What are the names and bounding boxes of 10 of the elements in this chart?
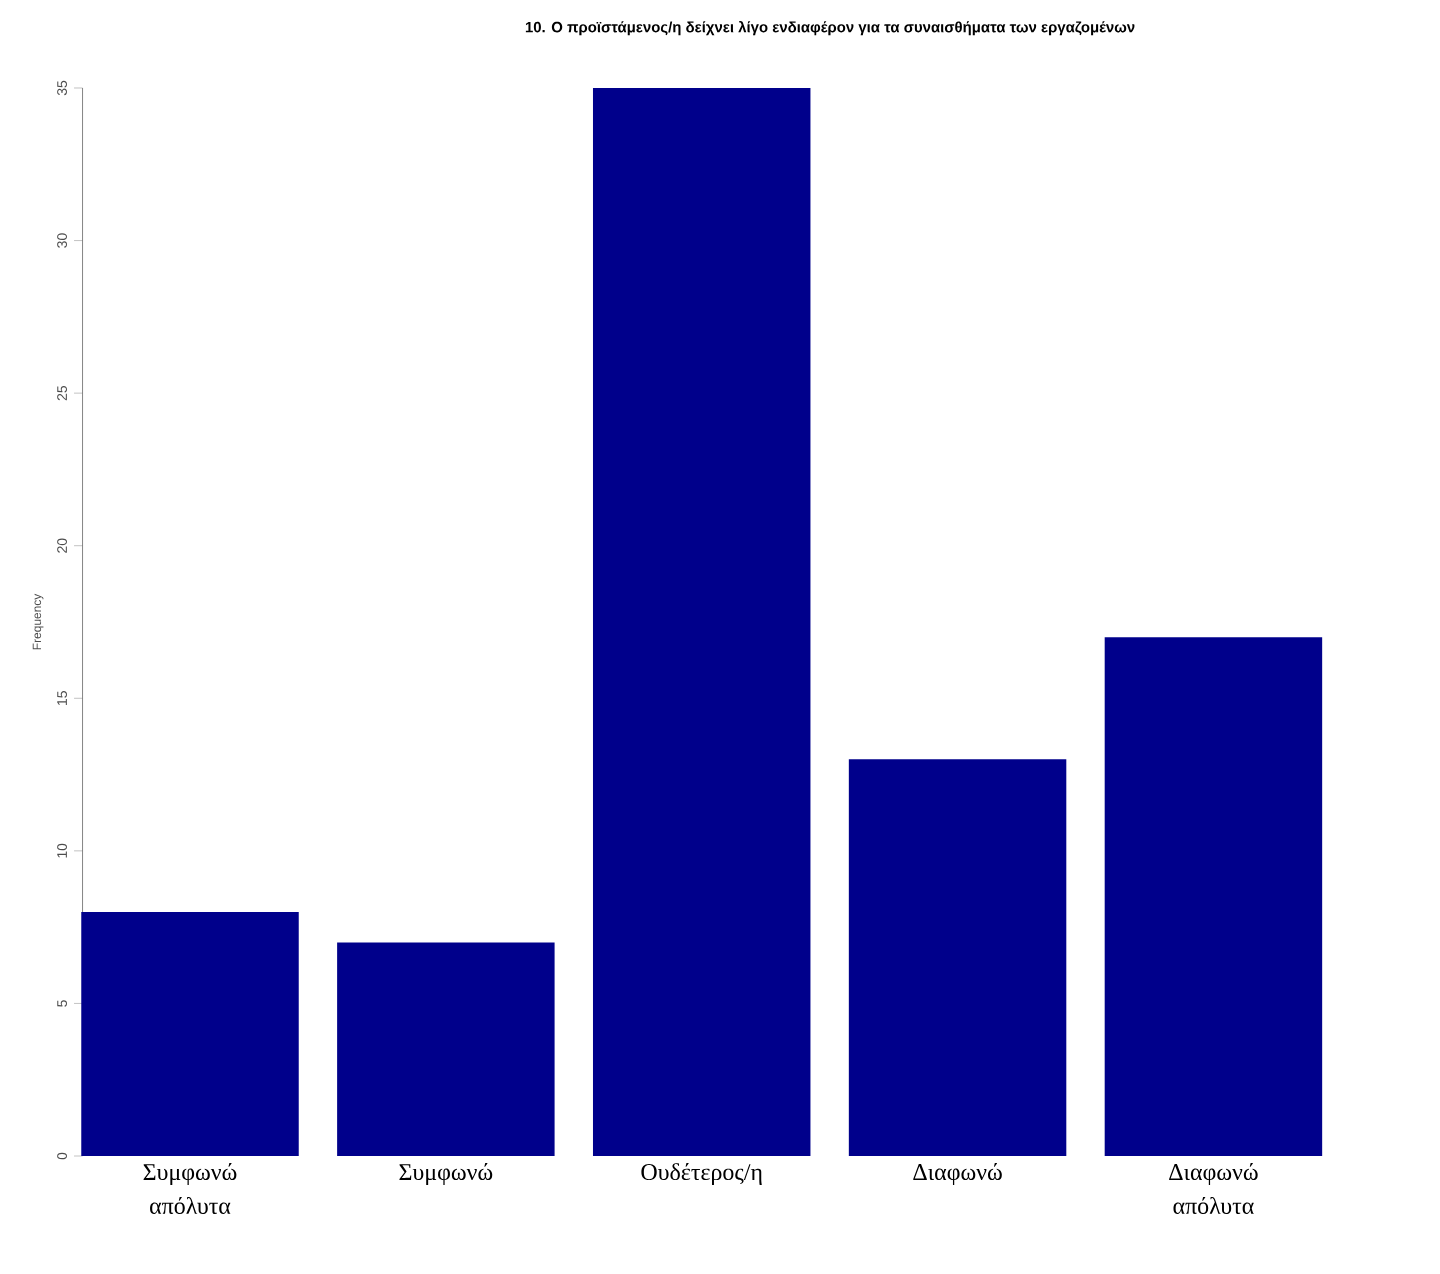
bar (848, 759, 1067, 1156)
x-tick-label: Συμφωνώ απόλυτα (143, 1163, 237, 1215)
x-tick-label: Διαφωνώ απόλυτα (1169, 1163, 1258, 1215)
x-tick-label: Συμφωνώ (399, 1163, 493, 1186)
bar (1104, 637, 1323, 1156)
bar (592, 87, 811, 1156)
x-tick-label: Διαφωνώ (913, 1163, 1002, 1185)
x-tick-label: Ουδέτερος/η (641, 1163, 762, 1185)
bar (81, 911, 299, 1156)
bar (337, 942, 555, 1156)
